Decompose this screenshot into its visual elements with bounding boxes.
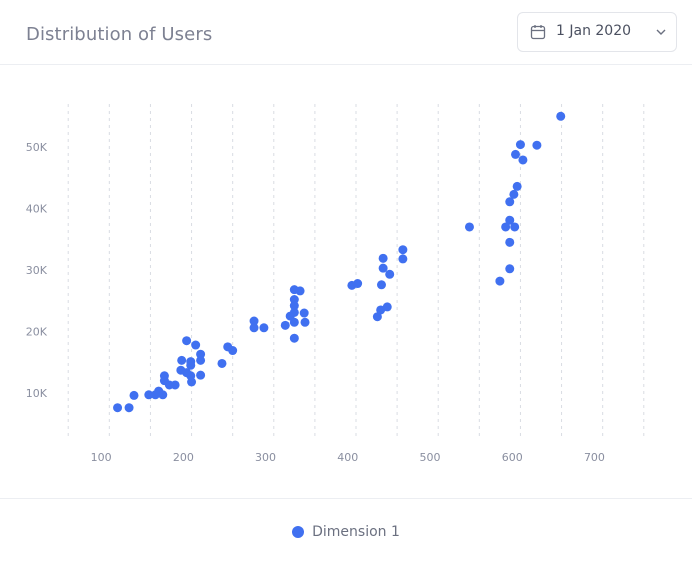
data-point[interactable] bbox=[300, 317, 310, 327]
data-point[interactable] bbox=[501, 222, 511, 232]
chart-title: Distribution of Users bbox=[26, 24, 213, 45]
x-tick-label: 100 bbox=[91, 451, 112, 464]
data-point[interactable] bbox=[170, 380, 180, 390]
date-label: 1 Jan 2020 bbox=[556, 23, 632, 39]
legend: Dimension 1 bbox=[0, 499, 692, 565]
y-tick-label: 40K bbox=[26, 203, 48, 216]
data-point[interactable] bbox=[159, 371, 169, 381]
y-tick-label: 50K bbox=[26, 141, 48, 154]
data-point[interactable] bbox=[372, 312, 382, 322]
data-point[interactable] bbox=[289, 301, 299, 311]
x-tick-label: 300 bbox=[255, 451, 276, 464]
data-point[interactable] bbox=[382, 302, 392, 312]
x-tick-label: 400 bbox=[337, 451, 358, 464]
x-tick-label: 200 bbox=[173, 451, 194, 464]
data-point[interactable] bbox=[124, 403, 134, 413]
legend-label: Dimension 1 bbox=[312, 524, 400, 540]
data-point[interactable] bbox=[509, 189, 519, 199]
data-point[interactable] bbox=[113, 403, 123, 413]
data-point[interactable] bbox=[385, 269, 395, 279]
data-point[interactable] bbox=[191, 340, 201, 350]
x-tick-label: 600 bbox=[502, 451, 523, 464]
data-point[interactable] bbox=[505, 264, 515, 274]
data-point[interactable] bbox=[289, 307, 299, 317]
data-point[interactable] bbox=[353, 279, 363, 289]
legend-item-dimension-1[interactable]: Dimension 1 bbox=[292, 524, 400, 540]
x-tick-label: 500 bbox=[420, 451, 441, 464]
data-point[interactable] bbox=[196, 349, 206, 359]
data-point[interactable] bbox=[299, 308, 309, 318]
data-point[interactable] bbox=[158, 390, 168, 400]
data-point[interactable] bbox=[259, 323, 269, 333]
data-point[interactable] bbox=[378, 263, 388, 273]
data-point[interactable] bbox=[398, 245, 408, 255]
data-point[interactable] bbox=[398, 254, 408, 264]
data-point[interactable] bbox=[217, 358, 227, 368]
data-point[interactable] bbox=[512, 181, 522, 191]
data-point[interactable] bbox=[177, 355, 187, 365]
data-point[interactable] bbox=[249, 316, 259, 326]
data-point[interactable] bbox=[511, 149, 521, 159]
series-points bbox=[113, 111, 566, 413]
data-point[interactable] bbox=[249, 323, 259, 333]
chevron-down-icon bbox=[656, 29, 666, 35]
grid-lines bbox=[67, 104, 645, 436]
date-picker-button[interactable]: 1 Jan 2020 bbox=[517, 12, 677, 52]
data-point[interactable] bbox=[144, 390, 154, 400]
scatter-plot: 10K 20K 30K 40K 50K 100 200 300 400 500 600 700 bbox=[26, 104, 645, 464]
data-point[interactable] bbox=[378, 253, 388, 263]
data-point[interactable] bbox=[289, 317, 299, 327]
card-footer: Dimension 1 bbox=[0, 498, 692, 565]
data-point[interactable] bbox=[289, 333, 299, 343]
x-tick-label: 700 bbox=[584, 451, 605, 464]
calendar-icon bbox=[530, 25, 546, 40]
data-point[interactable] bbox=[376, 280, 386, 290]
data-point[interactable] bbox=[505, 215, 515, 225]
data-point[interactable] bbox=[518, 155, 528, 165]
card-header: Distribution of Users 1 Jan 2020 bbox=[0, 0, 692, 65]
y-tick-label: 20K bbox=[26, 325, 48, 338]
y-tick-label: 30K bbox=[26, 264, 48, 277]
data-point[interactable] bbox=[280, 320, 290, 330]
legend-swatch bbox=[292, 526, 305, 538]
data-point[interactable] bbox=[187, 377, 197, 387]
data-point[interactable] bbox=[228, 346, 238, 356]
data-point[interactable] bbox=[505, 197, 515, 207]
data-point[interactable] bbox=[556, 111, 566, 121]
data-point[interactable] bbox=[186, 357, 196, 367]
y-tick-label: 10K bbox=[26, 387, 48, 400]
data-point[interactable] bbox=[196, 355, 206, 365]
data-point[interactable] bbox=[515, 140, 525, 150]
data-point[interactable] bbox=[289, 295, 299, 305]
data-point[interactable] bbox=[196, 370, 206, 380]
data-point[interactable] bbox=[510, 222, 520, 232]
data-point[interactable] bbox=[129, 390, 139, 400]
data-point[interactable] bbox=[464, 222, 474, 232]
data-point[interactable] bbox=[182, 336, 192, 346]
data-point[interactable] bbox=[505, 237, 515, 247]
data-point[interactable] bbox=[495, 276, 505, 286]
data-point[interactable] bbox=[532, 140, 542, 150]
data-point[interactable] bbox=[295, 286, 305, 296]
